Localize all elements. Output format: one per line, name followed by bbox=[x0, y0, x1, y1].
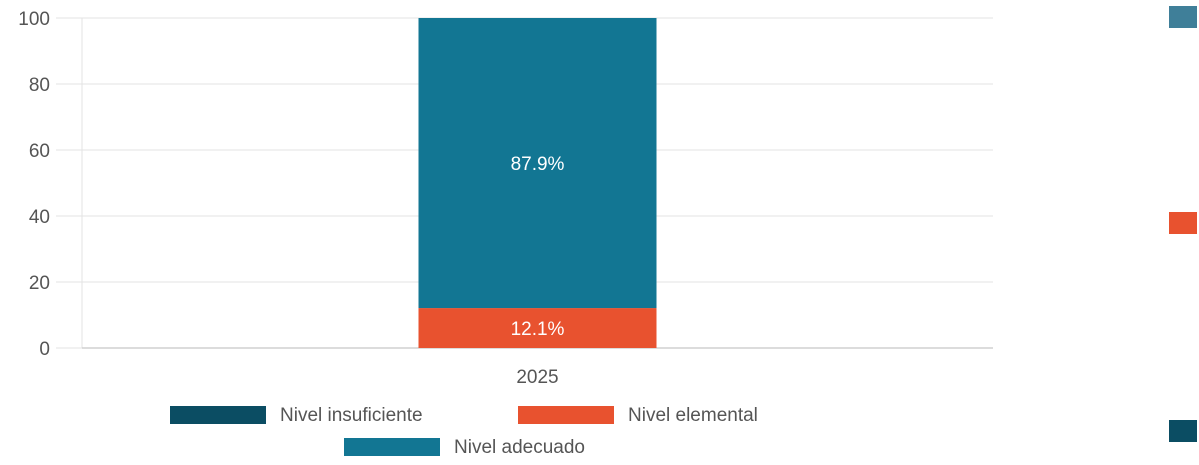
data-label: 87.9% bbox=[511, 154, 565, 175]
data-label: 12.1% bbox=[511, 319, 565, 340]
side-color-marker bbox=[1169, 6, 1197, 28]
y-tick-label: 20 bbox=[29, 273, 50, 294]
legend-swatch bbox=[518, 406, 614, 424]
side-color-marker bbox=[1169, 420, 1197, 442]
legend-label: Nivel elemental bbox=[628, 405, 758, 426]
legend-swatch bbox=[170, 406, 266, 424]
legend-label: Nivel insuficiente bbox=[280, 405, 423, 426]
y-tick-label: 40 bbox=[29, 207, 50, 228]
y-tick-label: 100 bbox=[18, 9, 50, 30]
legend-label: Nivel adecuado bbox=[454, 437, 585, 458]
y-tick-label: 80 bbox=[29, 75, 50, 96]
y-tick-label: 60 bbox=[29, 141, 50, 162]
side-color-marker bbox=[1169, 212, 1197, 234]
x-tick-label: 2025 bbox=[516, 367, 558, 388]
y-tick-label: 0 bbox=[39, 339, 50, 360]
bar-segment-nivel-elemental bbox=[418, 308, 657, 348]
legend-swatch bbox=[344, 438, 440, 456]
bar-segment-nivel-adecuado bbox=[418, 18, 657, 309]
